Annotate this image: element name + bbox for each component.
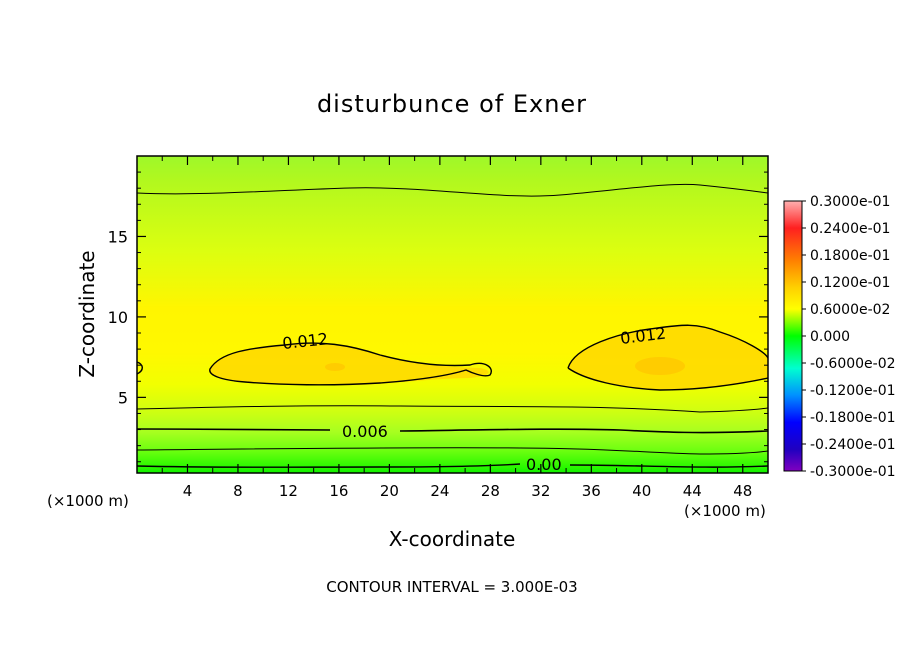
colorbar-label: 0.2400e-01	[810, 221, 890, 237]
colorbar-label: 0.3000e-01	[810, 194, 890, 210]
contour-line-mid-faint	[137, 405, 768, 413]
contour-line-between	[137, 447, 768, 455]
plot-area	[137, 156, 768, 473]
contour-line-upper	[137, 183, 768, 197]
contour-label-0.012-left: 0.012	[281, 329, 329, 353]
x-axis-label: X-coordinate	[389, 527, 516, 551]
x-tick-label: 40	[632, 482, 651, 500]
x-tick-label: 28	[481, 482, 500, 500]
x-unit-right: (×1000 m)	[684, 502, 766, 520]
contour-label-0.006: 0.006	[342, 422, 388, 441]
contour-interval-footer: CONTOUR INTERVAL = 3.000E-03	[326, 578, 577, 596]
x-unit-left: (×1000 m)	[47, 492, 129, 510]
contour-labels: 0.012 0.012 0.006 0.00	[281, 324, 667, 474]
y-axis-ticks: 5 10 15	[108, 171, 768, 463]
y-tick-label: 10	[108, 308, 128, 327]
x-tick-label: 8	[233, 482, 243, 500]
x-tick-label: 44	[683, 482, 702, 500]
x-tick-label: 32	[531, 482, 550, 500]
colorbar-labels: 0.3000e-01 0.2400e-01 0.1800e-01 0.1200e-01…	[802, 194, 896, 480]
contour-line-0.012-left	[209, 342, 492, 386]
plot-frame	[136, 155, 769, 474]
field-blob-left	[209, 343, 489, 386]
x-tick-label: 4	[183, 482, 193, 500]
y-tick-label: 15	[108, 227, 128, 246]
contour-lines	[137, 183, 768, 468]
colorbar-label: -0.1800e-01	[810, 410, 896, 426]
colorbar	[783, 200, 803, 472]
colorbar-label: -0.6000e-02	[810, 356, 896, 372]
x-tick-label: 16	[329, 482, 348, 500]
colorbar-label: 0.1200e-01	[810, 275, 890, 291]
y-axis-label: Z-coordinate	[75, 250, 99, 377]
chart-title: disturbunce of Exner	[317, 90, 587, 118]
x-tick-label: 36	[582, 482, 601, 500]
colorbar-label: -0.1200e-01	[810, 383, 896, 399]
colorbar-label: -0.3000e-01	[810, 464, 896, 480]
x-tick-label: 48	[733, 482, 752, 500]
field-core-right	[635, 357, 685, 375]
field-background	[137, 156, 768, 473]
x-tick-label: 12	[279, 482, 298, 500]
contour-line-0.00	[137, 463, 768, 468]
colorbar-label: 0.6000e-02	[810, 302, 890, 318]
colorbar-label: 0.1800e-01	[810, 248, 890, 264]
x-tick-label: 24	[430, 482, 449, 500]
x-tick-label: 20	[380, 482, 399, 500]
contour-label-0.00: 0.00	[526, 455, 562, 474]
contour-line-0.006	[137, 428, 768, 434]
y-tick-label: 5	[118, 388, 128, 407]
field-core-left	[325, 363, 345, 371]
contour-line-edge-left	[137, 361, 143, 375]
contour-line-0.012-right	[567, 324, 768, 391]
colorbar-label: 0.000	[810, 329, 850, 345]
colorbar-label: -0.2400e-01	[810, 437, 896, 453]
x-axis-ticks: 4 8 12 16 20 24 28 32 36 40 44 48	[161, 156, 752, 500]
